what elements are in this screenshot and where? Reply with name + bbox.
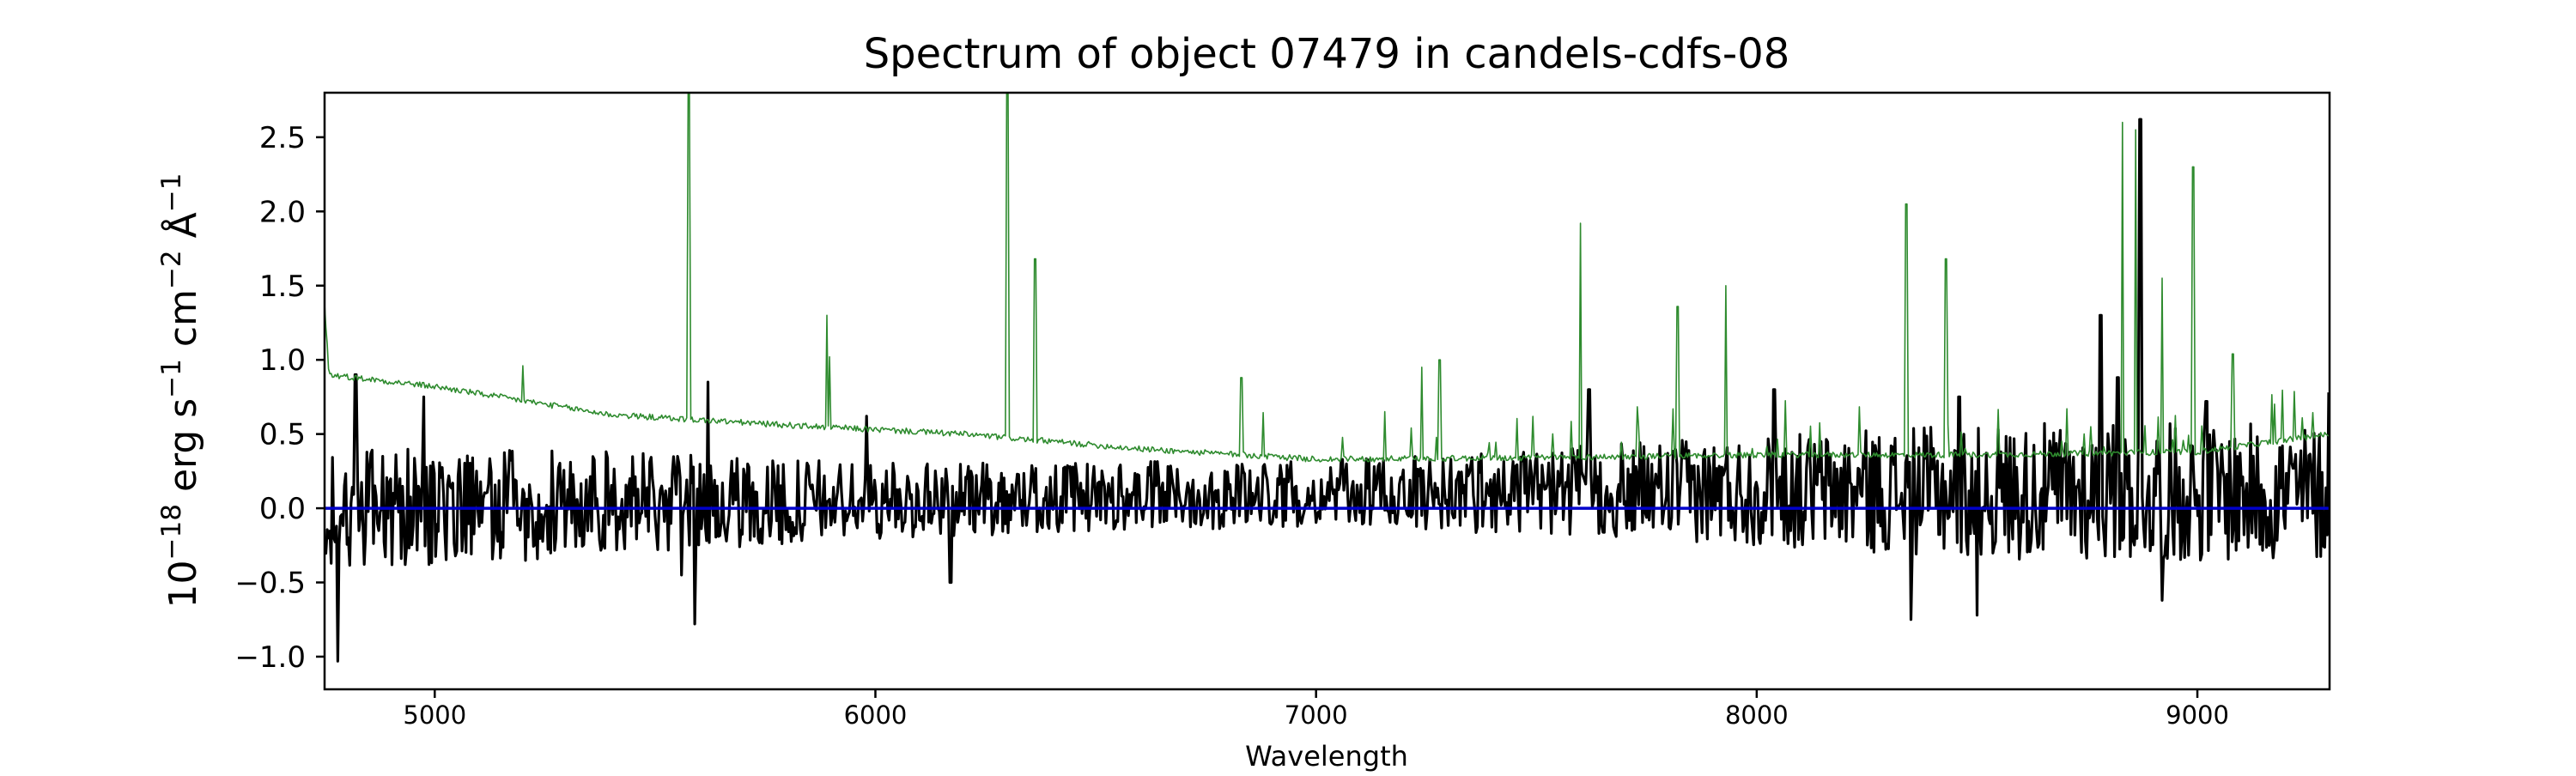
y-tick-label: −1.0 (234, 640, 306, 675)
x-tick-label: 6000 (844, 700, 908, 730)
y-label-unit1-exp: −1 (156, 359, 187, 398)
plot-frame (323, 91, 2331, 691)
x-tick-label: 8000 (1725, 700, 1789, 730)
y-label-base: 10 (161, 560, 205, 608)
y-label-base-exp: −18 (156, 504, 187, 560)
x-axis: 5000 6000 7000 8000 9000 (403, 689, 2229, 730)
x-tick-label: 7000 (1285, 700, 1348, 730)
y-label-unit1: erg s (161, 398, 205, 492)
x-tick-label: 5000 (403, 700, 466, 730)
y-tick-label: 0.0 (259, 492, 306, 526)
y-tick-label: −0.5 (234, 567, 306, 601)
y-axis: −1.0 −0.5 0.0 0.5 1.0 1.5 2.0 2.5 (234, 121, 325, 675)
y-axis-label: 10−18 erg s−1 cm−2 Å−1 (156, 173, 205, 609)
y-label-unit3: Å (160, 212, 205, 238)
y-label-unit2-exp: −2 (156, 250, 187, 289)
flux-spectrum-line (325, 118, 2330, 663)
error-spectrum-line (325, 93, 2330, 463)
y-tick-label: 2.5 (259, 121, 306, 155)
y-label-unit2: cm (161, 289, 205, 347)
y-label-unit3-exp: −1 (156, 173, 187, 213)
y-tick-label: 0.5 (259, 418, 306, 452)
y-tick-label: 2.0 (259, 195, 306, 229)
x-axis-label: Wavelength (1245, 740, 1408, 773)
plot-series (325, 93, 2330, 663)
chart-title: Spectrum of object 07479 in candels-cdfs… (864, 30, 1790, 78)
x-tick-label: 9000 (2166, 700, 2229, 730)
y-tick-label: 1.0 (259, 343, 306, 378)
y-tick-label: 1.5 (259, 270, 306, 304)
